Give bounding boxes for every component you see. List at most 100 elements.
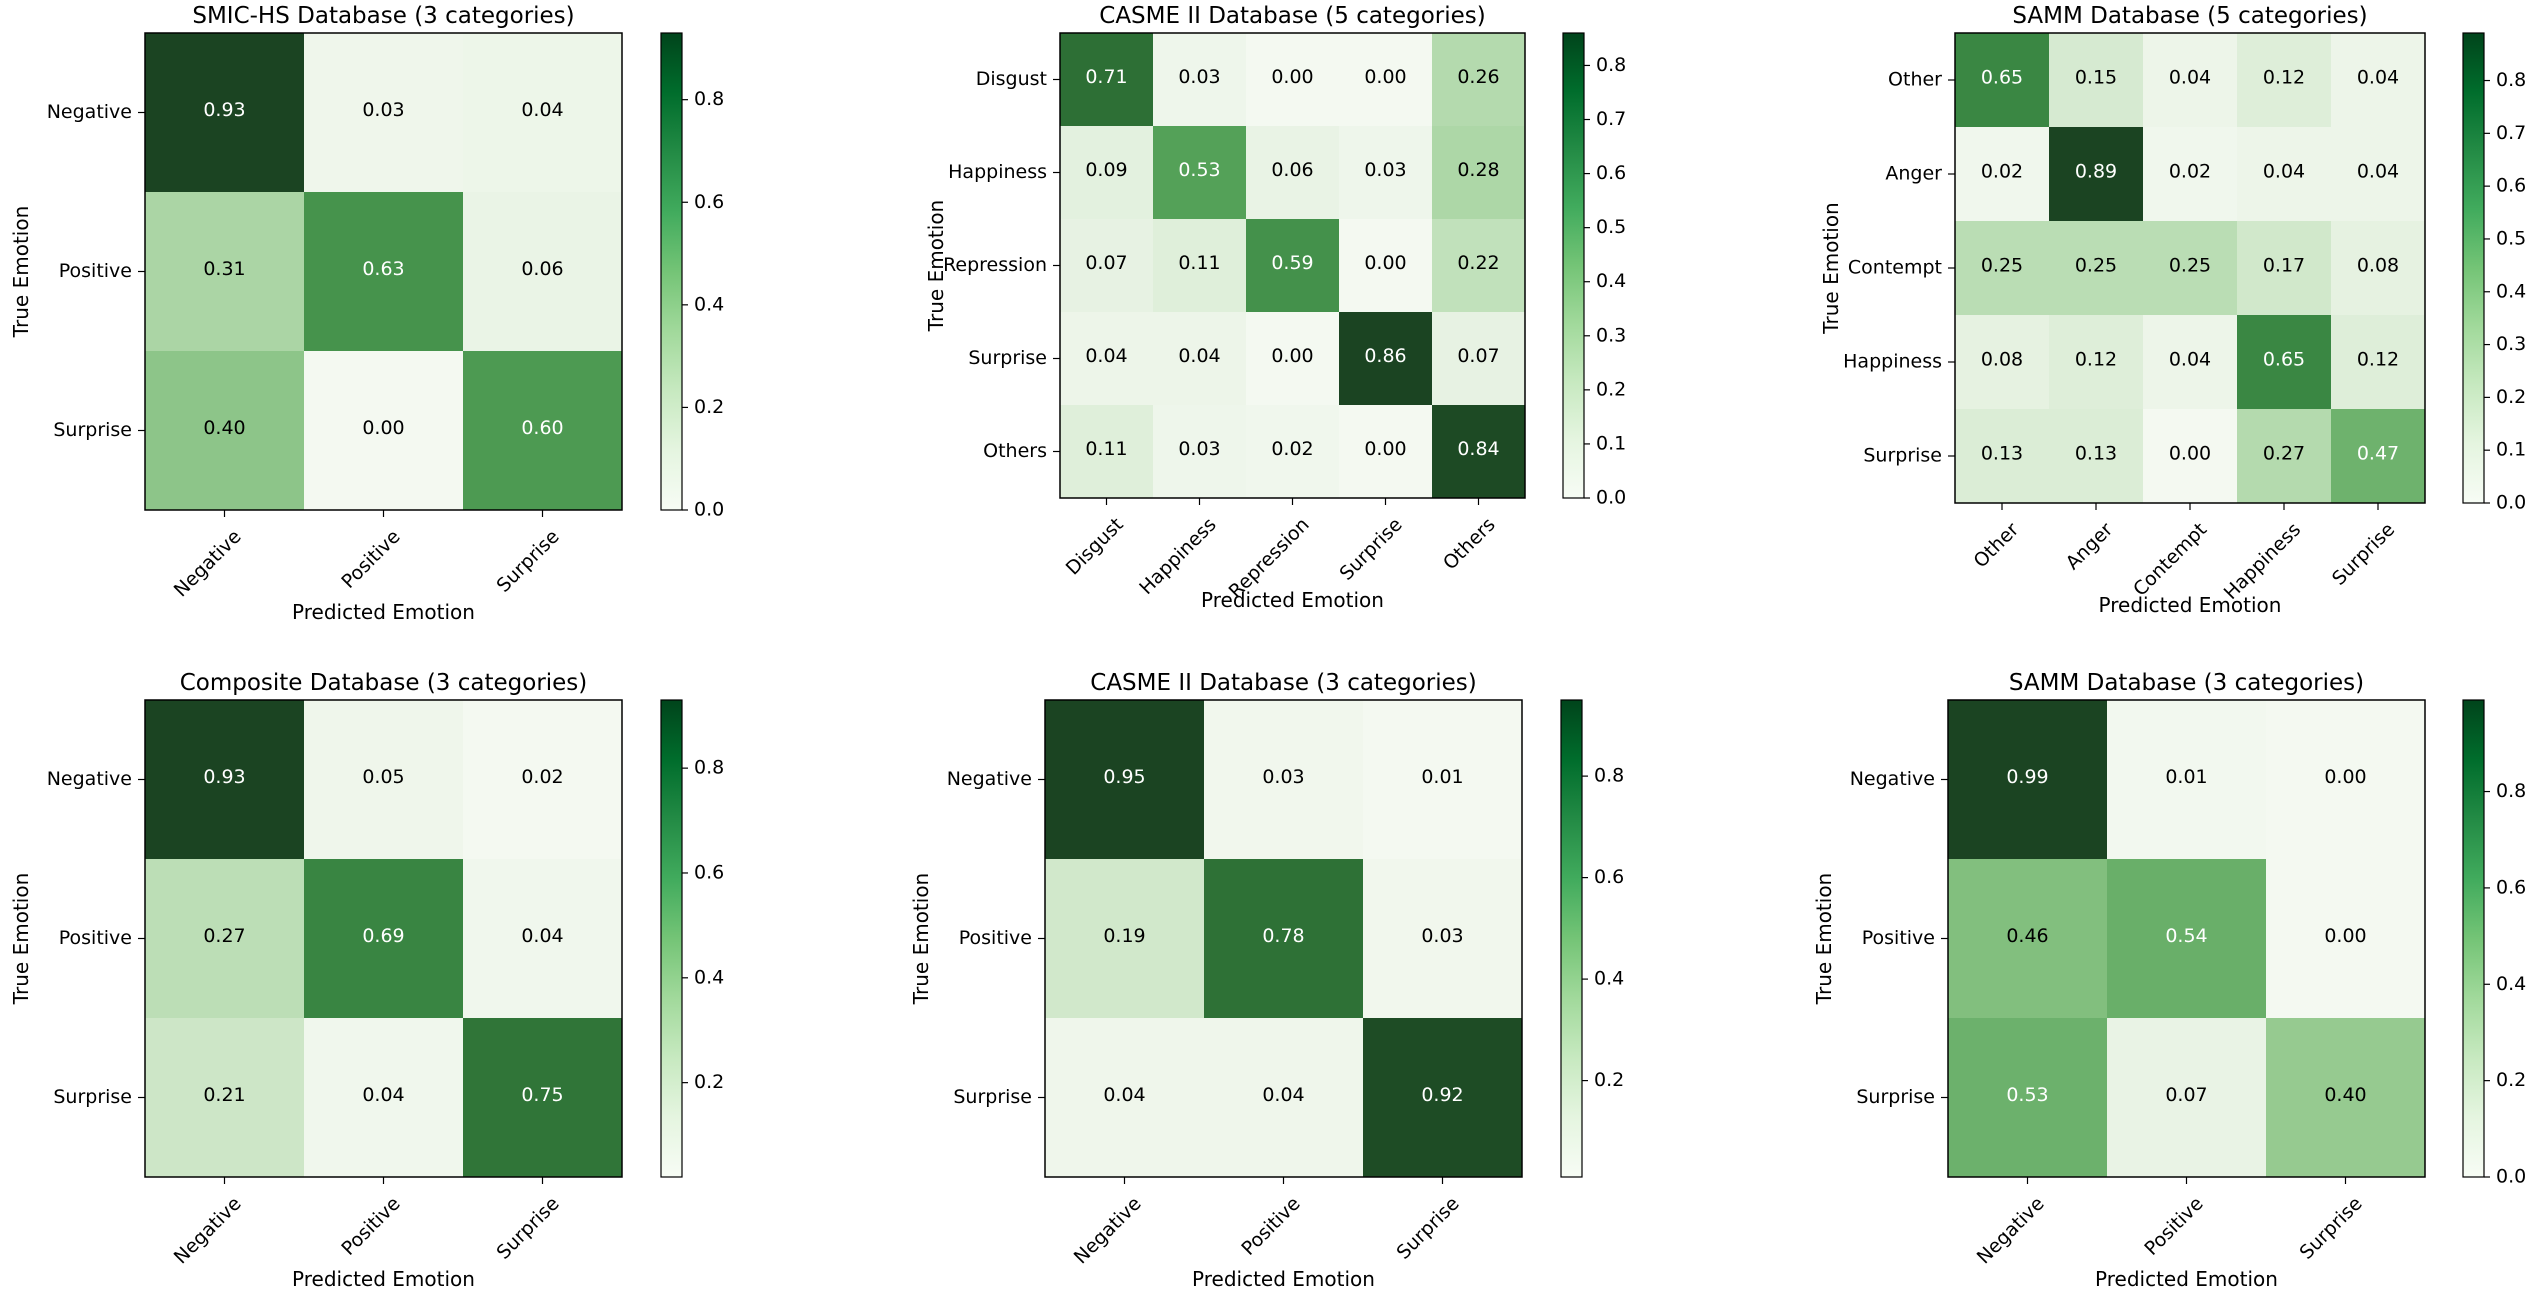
cell-value-label: 0.12 <box>2075 349 2117 371</box>
cell-value-label: 0.02 <box>1271 438 1313 460</box>
y-axis-label: True Emotion <box>9 206 33 339</box>
matrix-cell <box>1955 127 2050 222</box>
matrix-cell <box>1060 312 1154 406</box>
cell-value-label: 0.22 <box>1457 252 1499 274</box>
cell-value-label: 0.00 <box>1364 438 1406 460</box>
matrix-cell <box>2237 33 2332 128</box>
x-axis-label: Predicted Emotion <box>2095 1267 2278 1291</box>
matrix-cell <box>304 351 464 511</box>
panel-title: CASME II Database (3 categories) <box>1090 670 1476 696</box>
matrix-cell <box>2143 221 2238 316</box>
matrix-cell <box>1045 1018 1205 1178</box>
colorbar-tick-label: 0.4 <box>694 293 724 315</box>
cell-value-label: 0.07 <box>2165 1084 2207 1106</box>
cell-value-label: 0.25 <box>2169 255 2211 277</box>
cell-value-label: 0.08 <box>1981 349 2023 371</box>
matrix-cell <box>145 859 305 1019</box>
matrix-cell <box>2143 409 2238 504</box>
cell-value-label: 0.63 <box>362 258 404 280</box>
colorbar-tick-label: 0.8 <box>1596 54 1626 76</box>
matrix-cell <box>304 700 464 860</box>
matrix-cell <box>1153 219 1247 313</box>
y-axis-label: True Emotion <box>1812 873 1836 1006</box>
confusion-matrix-panel: CASME II Database (5 categories) 0.71 0.03… <box>924 3 1626 612</box>
cell-value-label: 0.04 <box>2357 161 2399 183</box>
y-tick-label: Others <box>983 440 1047 462</box>
cell-value-label: 0.02 <box>2169 161 2211 183</box>
cell-value-label: 0.07 <box>1085 252 1127 274</box>
matrix-cell <box>2107 700 2267 860</box>
cell-value-label: 0.95 <box>1103 766 1145 788</box>
matrix-cell <box>2107 1018 2267 1178</box>
y-tick-label: Disgust <box>976 68 1047 90</box>
matrix-cell <box>1432 219 1526 313</box>
matrix-cell <box>2049 315 2144 410</box>
colorbar-tick-label: 0.4 <box>1596 270 1626 292</box>
matrix-cell <box>1432 33 1526 127</box>
matrix-cell <box>1153 312 1247 406</box>
y-tick-label: Surprise <box>953 1086 1032 1108</box>
cell-value-label: 0.27 <box>203 925 245 947</box>
cell-value-label: 0.09 <box>1085 159 1127 181</box>
matrix-cell <box>1153 126 1247 220</box>
colorbar-tick-label: 0.5 <box>1596 216 1626 238</box>
colorbar <box>660 699 683 1178</box>
matrix-cell <box>1339 219 1433 313</box>
cell-value-label: 0.53 <box>2006 1084 2048 1106</box>
colorbar-tick-label: 0.2 <box>2496 386 2526 408</box>
y-tick-label: Surprise <box>1863 445 1942 467</box>
cell-value-label: 0.47 <box>2357 443 2399 465</box>
cell-value-label: 0.28 <box>1457 159 1499 181</box>
colorbar-tick-label: 0.6 <box>1594 866 1624 888</box>
matrix-cell <box>2331 33 2426 128</box>
cell-value-label: 0.86 <box>1364 345 1406 367</box>
matrix-cell <box>2143 127 2238 222</box>
matrix-cell <box>2049 409 2144 504</box>
colorbar <box>2462 32 2485 504</box>
matrix-cell <box>463 351 623 511</box>
y-axis-label: True Emotion <box>9 873 33 1006</box>
matrix-cell <box>2331 315 2426 410</box>
cell-value-label: 0.00 <box>1271 345 1313 367</box>
cell-value-label: 0.59 <box>1271 252 1313 274</box>
colorbar-tick-label: 0.7 <box>1596 108 1626 130</box>
y-tick-label: Positive <box>59 260 132 282</box>
colorbar-tick-label: 0.4 <box>694 966 724 988</box>
matrix-cell <box>145 1018 305 1178</box>
colorbar-tick-label: 0.4 <box>2496 280 2526 302</box>
y-tick-label: Surprise <box>1856 1086 1935 1108</box>
cell-value-label: 0.03 <box>362 99 404 121</box>
matrix-cell <box>1339 405 1433 499</box>
panel-title: Composite Database (3 categories) <box>180 670 588 696</box>
matrix-cell <box>1955 33 2050 128</box>
cell-value-label: 0.26 <box>1457 66 1499 88</box>
cell-value-label: 0.00 <box>2324 766 2366 788</box>
cell-value-label: 0.71 <box>1085 66 1127 88</box>
colorbar-tick-label: 0.2 <box>694 396 724 418</box>
panel-title: SAMM Database (5 categories) <box>2012 3 2367 29</box>
cell-value-label: 0.40 <box>2324 1084 2366 1106</box>
y-axis-label: True Emotion <box>924 200 948 333</box>
matrix-cell <box>1363 700 1523 860</box>
matrix-cell <box>304 1018 464 1178</box>
matrix-cell <box>1246 405 1340 499</box>
cell-value-label: 0.00 <box>2169 443 2211 465</box>
colorbar <box>1562 32 1585 499</box>
cell-value-label: 0.00 <box>1364 252 1406 274</box>
cell-value-label: 0.02 <box>521 766 563 788</box>
matrix-cell <box>2049 221 2144 316</box>
colorbar-tick-label: 0.4 <box>2496 973 2526 995</box>
colorbar-tick-label: 0.2 <box>1594 1069 1624 1091</box>
colorbar-tick-label: 0.4 <box>1594 968 1624 990</box>
colorbar-tick-label: 0.0 <box>1596 487 1626 509</box>
cell-value-label: 0.21 <box>203 1084 245 1106</box>
matrix-cell <box>1363 1018 1523 1178</box>
matrix-cell <box>1246 33 1340 127</box>
matrix-cell <box>1955 221 2050 316</box>
matrix-cell <box>463 33 623 193</box>
matrix-cell <box>1153 405 1247 499</box>
matrix-cell <box>1045 700 1205 860</box>
y-tick-label: Negative <box>1850 768 1935 790</box>
cell-value-label: 0.78 <box>1262 925 1304 947</box>
colorbar-tick-label: 0.3 <box>1596 324 1626 346</box>
